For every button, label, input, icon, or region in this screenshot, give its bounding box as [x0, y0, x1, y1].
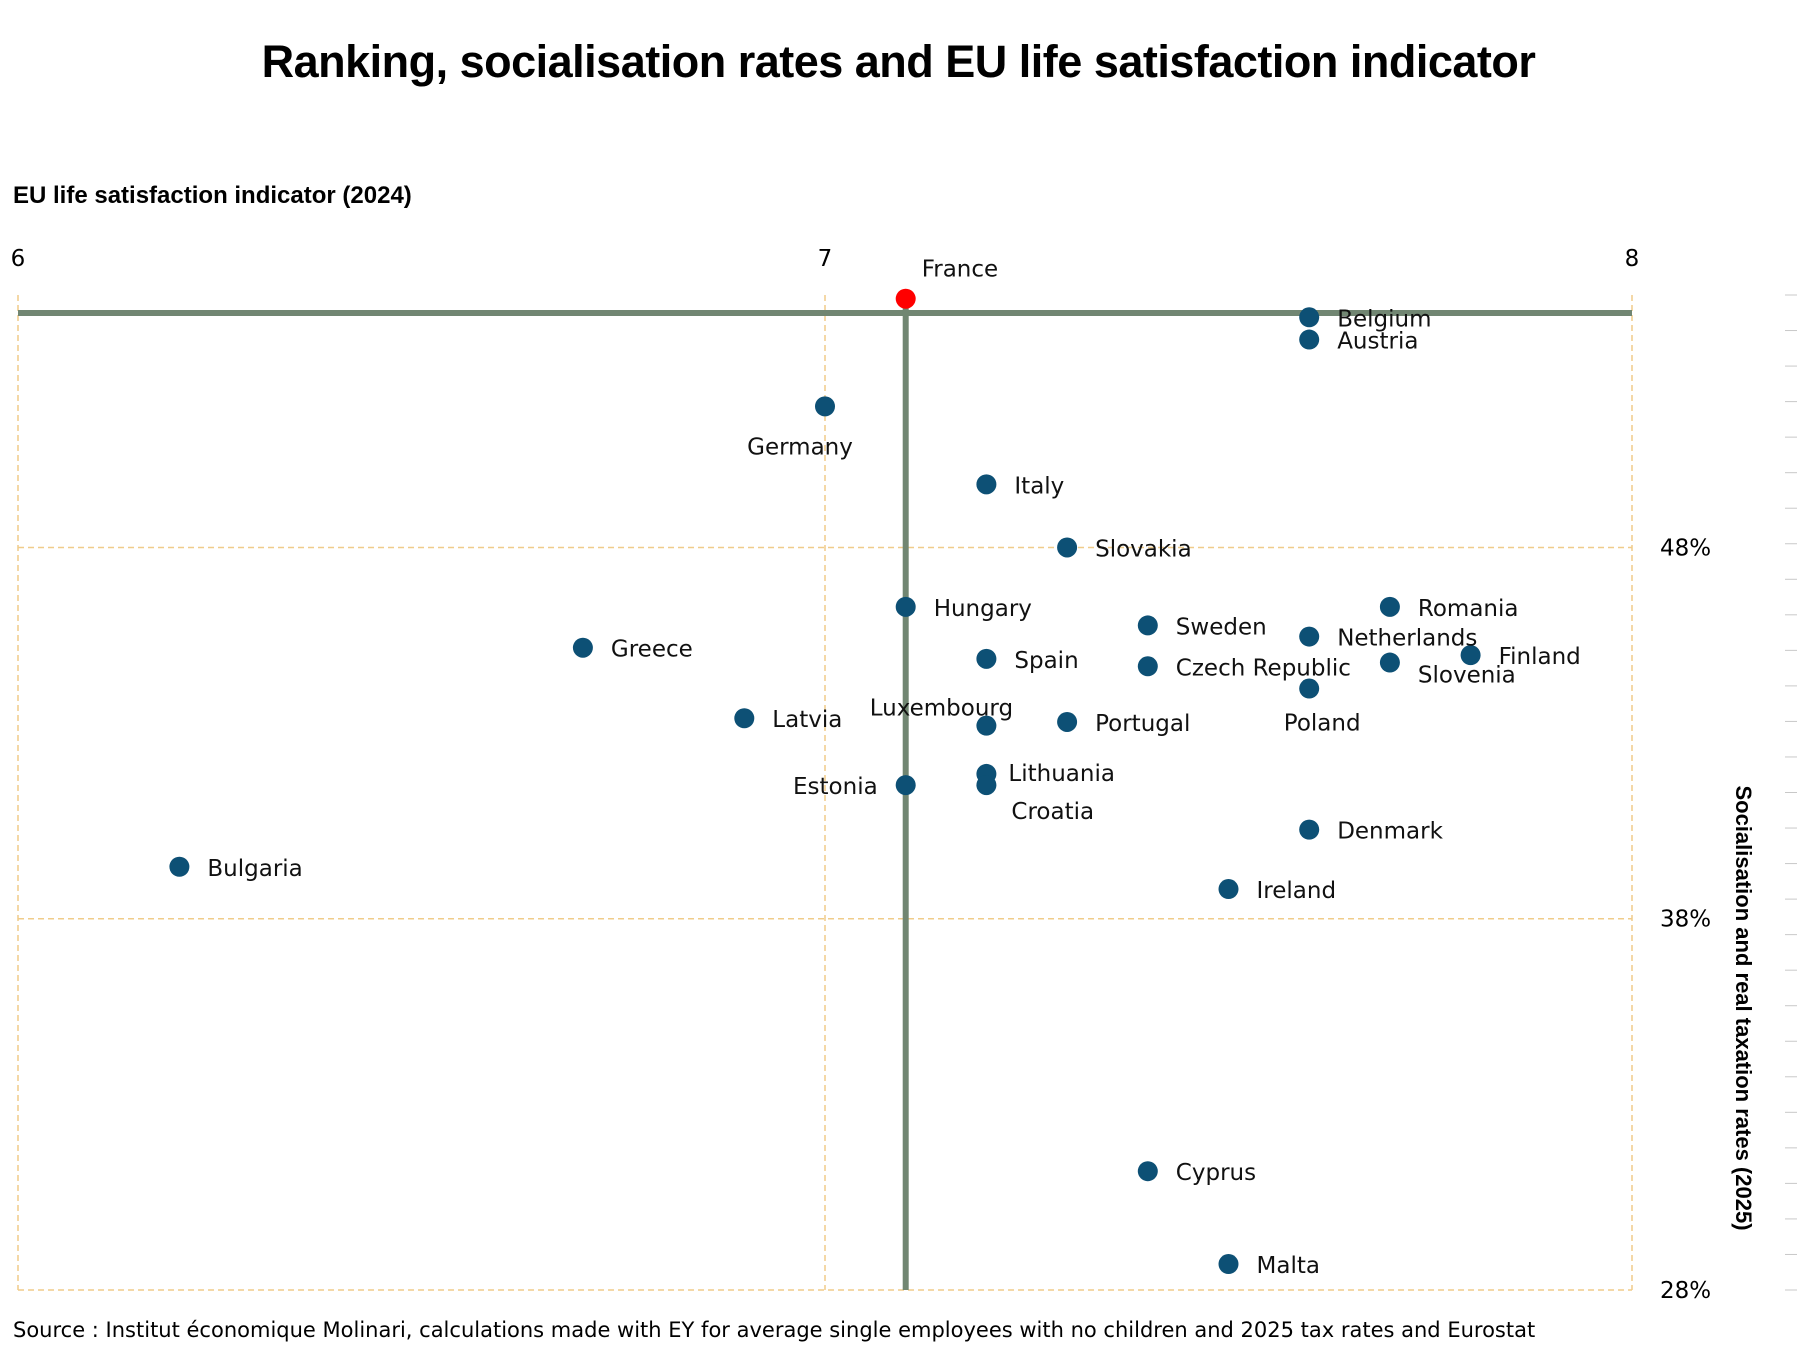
label-portugal: Portugal [1095, 711, 1190, 737]
point-poland [1299, 678, 1320, 699]
tick-labels: 6 7 8 48% 38% 28% [11, 246, 1711, 1304]
point-slovenia [1379, 652, 1400, 673]
label-luxembourg: Luxembourg [870, 696, 1013, 722]
grid-lines [17, 295, 1633, 1291]
point-czech-republic [1137, 656, 1158, 677]
label-estonia: Estonia [793, 774, 878, 800]
point-greece [572, 637, 593, 658]
label-spain: Spain [1014, 648, 1078, 674]
y-axis-label: Socialisation and real taxation rates (2… [1731, 785, 1756, 1230]
right-tick-marks [1785, 294, 1797, 1291]
point-malta [1218, 1254, 1239, 1275]
label-netherlands: Netherlands [1337, 626, 1477, 652]
source-note: Source : Institut économique Molinari, c… [13, 1318, 1536, 1342]
point-hungary [895, 596, 916, 617]
point-croatia [976, 775, 997, 796]
point-italy [976, 474, 997, 495]
point-netherlands [1299, 626, 1320, 647]
point-finland [1460, 645, 1481, 666]
label-austria: Austria [1337, 329, 1418, 355]
label-sweden: Sweden [1176, 614, 1267, 640]
point-portugal [1057, 711, 1078, 732]
label-france: France [922, 257, 998, 283]
chart-title: Ranking, socialisation rates and EU life… [261, 36, 1536, 87]
x-tick-label: 6 [11, 246, 26, 272]
label-hungary: Hungary [934, 596, 1032, 622]
label-romania: Romania [1418, 596, 1519, 622]
x-axis-label: EU life satisfaction indicator (2024) [13, 182, 412, 209]
x-tick-label: 7 [818, 246, 833, 272]
label-germany: Germany [747, 434, 853, 460]
point-sweden [1137, 615, 1158, 636]
label-czech-republic: Czech Republic [1176, 655, 1351, 681]
point-belgium [1299, 307, 1320, 328]
label-poland: Poland [1284, 711, 1361, 737]
point-spain [976, 648, 997, 669]
point-france [895, 288, 916, 309]
data-points [169, 288, 1481, 1275]
label-lithuania: Lithuania [1008, 761, 1115, 787]
label-malta: Malta [1257, 1253, 1320, 1279]
point-estonia [895, 775, 916, 796]
label-bulgaria: Bulgaria [207, 856, 302, 882]
point-luxembourg [976, 715, 997, 736]
label-cyprus: Cyprus [1176, 1160, 1256, 1186]
label-ireland: Ireland [1257, 878, 1337, 904]
point-germany [815, 396, 835, 417]
point-austria [1299, 329, 1320, 350]
y-tick-label: 28% [1660, 1278, 1711, 1304]
label-finland: Finland [1499, 644, 1581, 670]
point-slovakia [1057, 537, 1078, 558]
point-ireland [1218, 879, 1239, 900]
point-latvia [734, 708, 755, 729]
x-tick-label: 8 [1625, 246, 1640, 272]
y-tick-label: 38% [1660, 907, 1711, 933]
point-bulgaria [169, 856, 190, 877]
label-italy: Italy [1014, 473, 1064, 499]
label-belgium: Belgium [1337, 306, 1431, 332]
label-latvia: Latvia [772, 707, 842, 733]
label-slovakia: Slovakia [1095, 536, 1192, 562]
y-tick-label: 48% [1660, 535, 1711, 561]
label-greece: Greece [611, 637, 693, 663]
label-slovenia: Slovenia [1418, 663, 1516, 689]
label-croatia: Croatia [1011, 799, 1094, 825]
point-cyprus [1137, 1161, 1158, 1182]
point-romania [1379, 596, 1400, 617]
point-denmark [1299, 819, 1320, 840]
label-denmark: Denmark [1337, 819, 1443, 845]
